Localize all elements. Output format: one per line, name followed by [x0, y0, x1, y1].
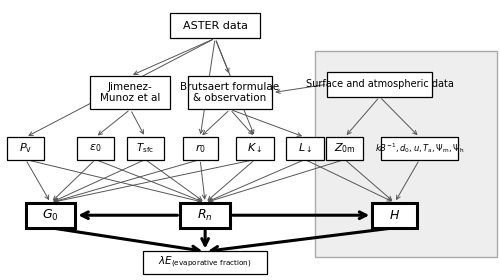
Text: $\mathit{H}$: $\mathit{H}$	[389, 209, 400, 222]
Bar	[126, 137, 164, 160]
Text: Surface and atmospheric data: Surface and atmospheric data	[306, 79, 454, 89]
Bar	[76, 137, 114, 160]
Bar	[236, 137, 274, 160]
Bar	[90, 76, 170, 109]
Text: $kB^{-1},d_0,u,T_{\rm a}, \Psi_{\rm m}, \Psi_{\rm h}$: $kB^{-1},d_0,u,T_{\rm a}, \Psi_{\rm m}, …	[374, 141, 464, 155]
Bar	[381, 137, 458, 160]
Bar	[7, 137, 44, 160]
Bar	[372, 203, 417, 228]
Bar	[315, 51, 497, 257]
Bar	[180, 203, 230, 228]
Text: $\mathit{G}_0$: $\mathit{G}_0$	[42, 208, 59, 223]
Bar	[182, 137, 218, 160]
Text: $\varepsilon_0$: $\varepsilon_0$	[89, 143, 102, 154]
Text: $L_{\downarrow}$: $L_{\downarrow}$	[298, 142, 312, 155]
Bar	[326, 137, 364, 160]
Text: $r_0$: $r_0$	[194, 142, 205, 155]
Bar	[328, 72, 432, 97]
Bar	[286, 137, 324, 160]
Text: ASTER data: ASTER data	[182, 21, 248, 31]
Text: $P_{\rm v}$: $P_{\rm v}$	[19, 141, 32, 155]
Bar	[188, 76, 272, 109]
Text: $\lambda E_{(\rm evaporative\ fraction)}$: $\lambda E_{(\rm evaporative\ fraction)}…	[158, 255, 252, 270]
Text: $Z_{0\rm m}$: $Z_{0\rm m}$	[334, 141, 355, 155]
Text: $T_{\rm sfc}$: $T_{\rm sfc}$	[136, 141, 154, 155]
Bar	[170, 13, 260, 38]
Bar	[26, 203, 76, 228]
Text: Brutsaert formulae
& observation: Brutsaert formulae & observation	[180, 82, 280, 103]
Text: Jimenez-
Munoz et al: Jimenez- Munoz et al	[100, 82, 160, 103]
Text: $K_{\downarrow}$: $K_{\downarrow}$	[247, 142, 263, 155]
Bar	[143, 251, 268, 274]
Text: $\mathit{R}_n$: $\mathit{R}_n$	[198, 208, 213, 223]
